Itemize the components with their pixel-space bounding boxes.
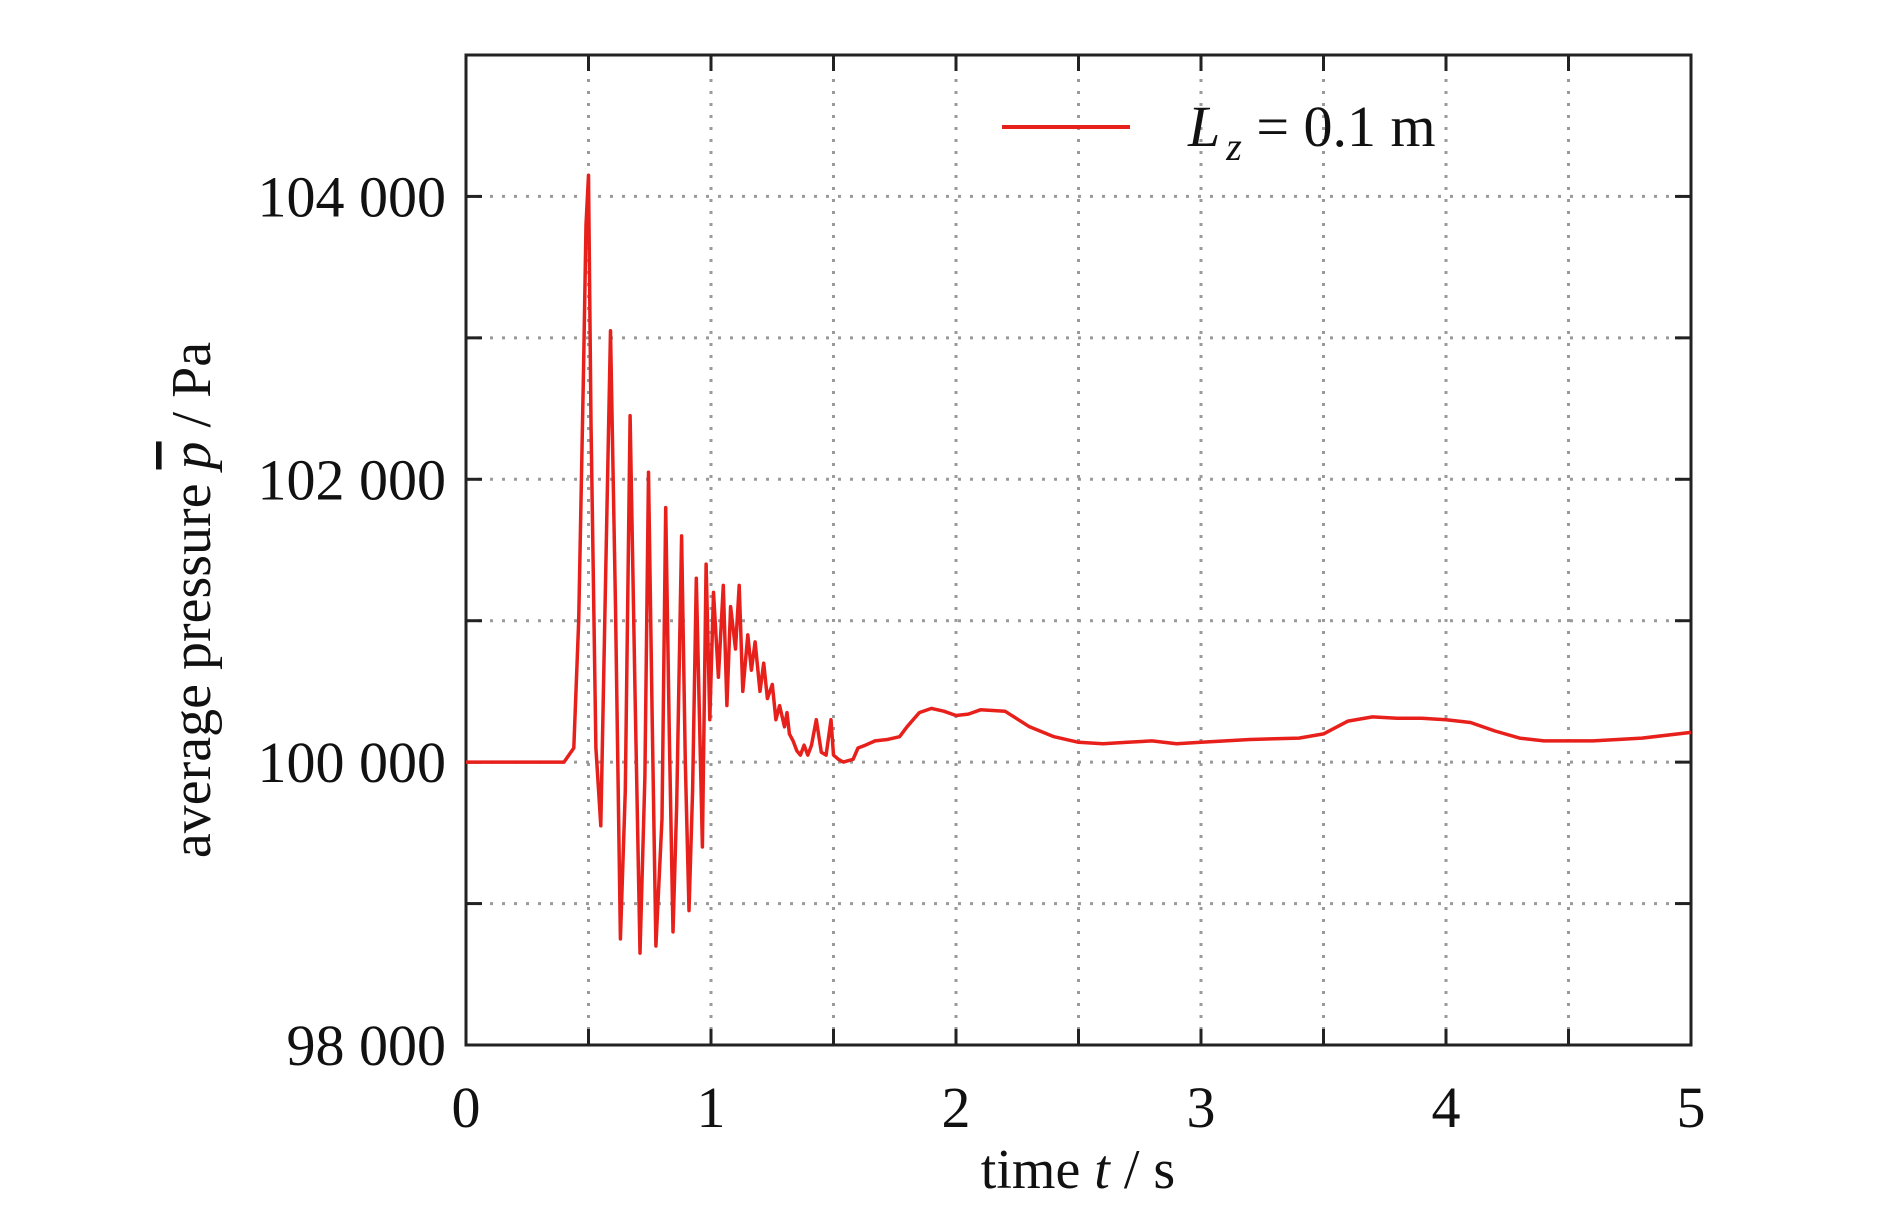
plot-frame [464,53,1693,1047]
axis-ticks [464,55,1693,1047]
x-axis-title: time t / s [981,1139,1175,1201]
x-tick-label: 0 [452,1075,481,1140]
y-tick-label: 98 000 [287,1013,447,1078]
y-tick-label: 104 000 [258,164,447,229]
y-tick-label: 102 000 [258,447,447,512]
x-tick-labels: 0 1 2 3 4 5 [452,1075,1706,1140]
grid [466,55,1691,1045]
y-tick-label: 100 000 [258,730,447,795]
x-tick-label: 2 [942,1075,971,1140]
y-tick-labels: 98 000 100 000 102 000 104 000 [258,164,447,1078]
x-tick-label: 4 [1432,1075,1461,1140]
series-line [466,173,1692,955]
y-axis-title: average pressure p / Pa [161,342,223,858]
x-tick-label: 3 [1187,1075,1216,1140]
x-tick-label: 1 [697,1075,726,1140]
series-layer [466,173,1692,955]
x-tick-label: 5 [1677,1075,1706,1140]
